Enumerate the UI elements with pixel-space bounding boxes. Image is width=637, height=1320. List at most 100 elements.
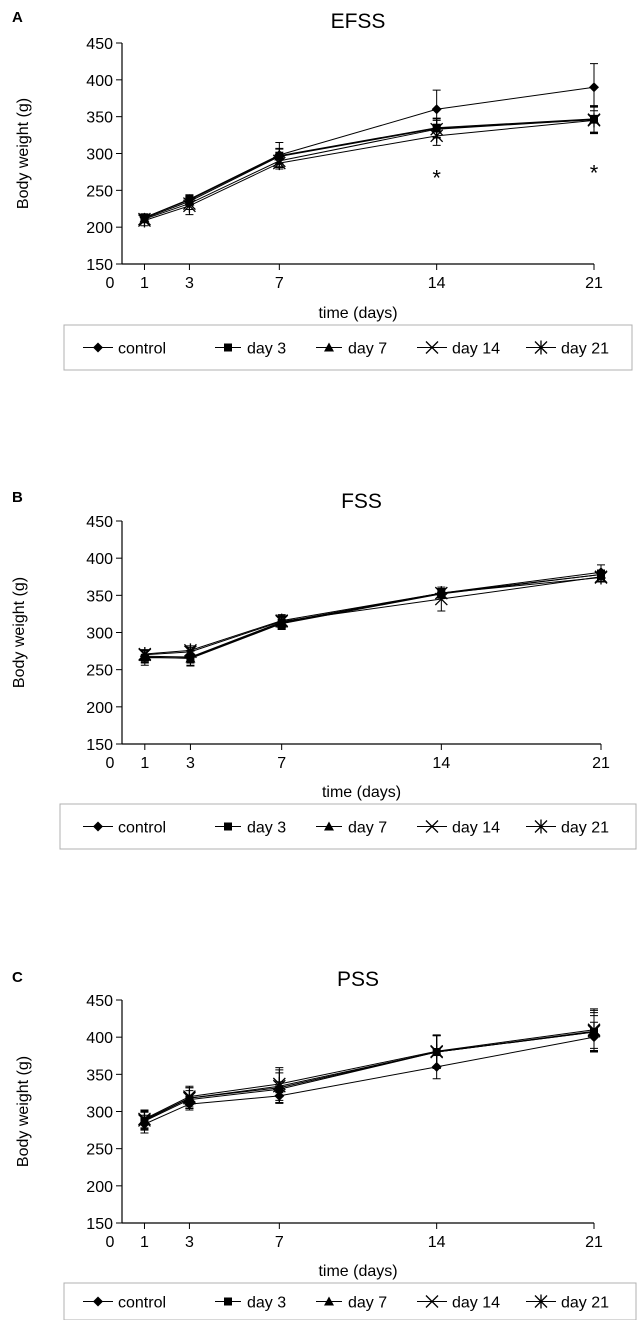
legend-marker — [534, 819, 548, 834]
y-tick-label: 350 — [86, 588, 113, 605]
legend-label: day 3 — [247, 341, 286, 358]
legend-marker — [425, 820, 439, 833]
legend-marker — [324, 1296, 334, 1306]
legend-item: day 21 — [526, 819, 609, 837]
x-tick-label: 1 — [140, 275, 149, 292]
legend-marker — [425, 1295, 439, 1308]
data-point — [183, 643, 197, 658]
y-tick-label: 350 — [86, 1067, 113, 1084]
axes: 150 200 250 300 350 400 450 0 1 3 7 14 21 — [86, 514, 610, 772]
series-day-7 — [139, 1012, 599, 1130]
y-tick-label: 350 — [86, 110, 113, 127]
data-point — [430, 128, 444, 143]
y-tick-label: 200 — [86, 700, 113, 717]
legend-label: day 7 — [348, 820, 387, 837]
legend-item: day 7 — [316, 1295, 387, 1312]
series-line — [144, 1030, 595, 1121]
y-axis-label: Body weight (g) — [11, 577, 28, 688]
legend-label: day 21 — [561, 820, 609, 837]
data-point — [182, 1089, 196, 1104]
legend-marker — [224, 343, 232, 352]
legend-item: control — [83, 341, 166, 358]
legend-marker — [534, 340, 548, 355]
data-point — [185, 653, 196, 663]
legend-label: day 14 — [452, 1295, 500, 1312]
x-tick-label: 21 — [585, 1234, 603, 1251]
legend-item: day 3 — [215, 820, 286, 837]
y-tick-label: 250 — [86, 663, 113, 680]
series-day-3 — [140, 1015, 598, 1131]
significance-marker: * — [590, 160, 599, 185]
x-tick-label: 3 — [186, 755, 195, 772]
legend-marker — [534, 1294, 548, 1309]
legend-item: day 3 — [215, 1295, 286, 1312]
y-axis-label: Body weight (g) — [15, 98, 32, 209]
series-line — [144, 119, 595, 222]
series-line — [144, 119, 595, 219]
significance-marker: * — [432, 166, 441, 191]
data-point — [587, 113, 601, 128]
legend: control day 3 day 7 day 14 day 21 — [59, 803, 637, 850]
data-point — [431, 104, 442, 115]
legend-marker — [93, 342, 103, 353]
y-tick-label: 150 — [86, 737, 113, 754]
data-point — [138, 213, 151, 228]
legend-item: control — [83, 820, 166, 837]
legend-label: day 21 — [561, 1295, 609, 1312]
data-point — [589, 82, 599, 93]
data-point — [587, 1022, 601, 1037]
y-tick-label: 250 — [86, 183, 113, 200]
panel-a: A EFSS 150 200 250 300 350 400 450 0 1 3 7 14 21 time (… — [12, 9, 633, 371]
series-day-14 — [138, 1009, 601, 1130]
y-tick-label: 300 — [86, 626, 113, 643]
data-point — [138, 1111, 151, 1126]
legend-item: day 14 — [417, 820, 500, 837]
y-tick-label: 400 — [86, 73, 113, 90]
legend-marker — [324, 821, 334, 831]
legend-label: control — [118, 820, 166, 837]
x-tick-label: 3 — [185, 275, 194, 292]
legend-item: day 3 — [215, 341, 286, 358]
axes: 150 200 250 300 350 400 450 0 1 3 7 14 21 — [86, 36, 603, 292]
legend-item: day 21 — [526, 1294, 609, 1312]
series-day-21 — [138, 106, 601, 228]
series-line — [144, 574, 602, 659]
legend-marker — [93, 821, 103, 832]
series-line — [144, 574, 602, 660]
chart-title: PSS — [337, 968, 379, 991]
x-tick-label: 0 — [106, 1234, 115, 1251]
x-tick-label: 7 — [275, 1234, 284, 1251]
legend: control day 3 day 7 day 14 day 21 — [63, 1282, 637, 1320]
x-tick-label: 21 — [592, 755, 610, 772]
data-point — [138, 647, 152, 662]
x-tick-label: 0 — [106, 755, 115, 772]
legend-marker — [324, 342, 334, 352]
legend-label: control — [118, 341, 166, 358]
panel-c: C PSS 150 200 250 300 350 400 450 0 1 3 7 14 21 time (d… — [12, 968, 637, 1320]
legend-label: day 14 — [452, 820, 500, 837]
legend-item: day 7 — [316, 341, 387, 358]
y-tick-label: 450 — [86, 36, 113, 53]
series-line — [144, 1031, 595, 1121]
x-tick-label: 14 — [428, 275, 446, 292]
legend-item: day 21 — [526, 340, 609, 358]
y-axis-label: Body weight (g) — [15, 1056, 32, 1167]
chart-title: FSS — [341, 490, 382, 513]
legend-marker — [93, 1296, 103, 1307]
y-tick-label: 400 — [86, 1030, 113, 1047]
series-line — [144, 1036, 595, 1125]
legend-marker — [425, 341, 439, 354]
x-tick-label: 14 — [428, 1234, 446, 1251]
y-tick-label: 150 — [86, 1216, 113, 1233]
legend: control day 3 day 7 day 14 day 21 — [63, 324, 633, 371]
y-tick-label: 450 — [86, 514, 113, 531]
x-tick-label: 1 — [140, 1234, 149, 1251]
x-tick-label: 0 — [106, 275, 115, 292]
legend-label: day 3 — [247, 820, 286, 837]
data-point — [434, 586, 448, 601]
series-line — [144, 119, 595, 220]
legend-label: day 14 — [452, 341, 500, 358]
legend-label: control — [118, 1295, 166, 1312]
legend-item: day 14 — [417, 1295, 500, 1312]
